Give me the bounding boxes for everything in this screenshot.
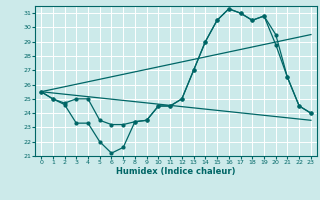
X-axis label: Humidex (Indice chaleur): Humidex (Indice chaleur) — [116, 167, 236, 176]
